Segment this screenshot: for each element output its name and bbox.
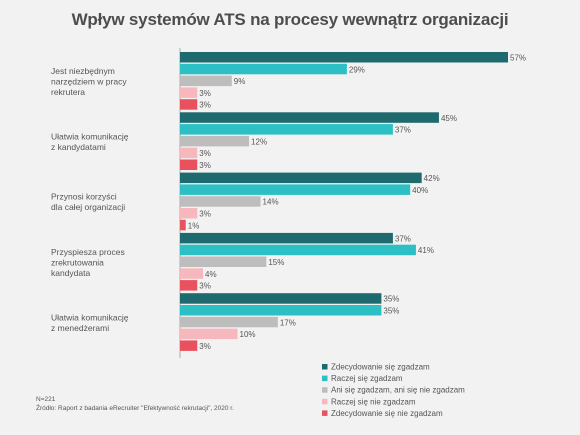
bar bbox=[180, 340, 198, 351]
bar bbox=[180, 280, 198, 291]
bar bbox=[180, 219, 186, 231]
bar-value-label: 3% bbox=[199, 149, 211, 158]
bar bbox=[180, 316, 278, 328]
bar-value-label: 4% bbox=[205, 270, 217, 279]
bar bbox=[180, 268, 204, 279]
bar bbox=[180, 328, 238, 340]
bar-value-label: 37% bbox=[395, 126, 411, 135]
bar-value-label: 14% bbox=[263, 198, 279, 207]
bar-value-label: 35% bbox=[383, 307, 399, 316]
bar bbox=[180, 99, 198, 110]
bar-value-label: 3% bbox=[199, 161, 211, 170]
bar-value-label: 35% bbox=[383, 295, 399, 304]
bar bbox=[180, 135, 250, 147]
bar-value-label: 3% bbox=[199, 342, 211, 351]
category-label: Jest niezbędnym narzędziem w pracy rekrute… bbox=[51, 66, 127, 97]
category-label: Przyspiesza proces zrekrutowania kandydata bbox=[51, 247, 125, 278]
source-note: Źródło: Raport z badania eRecruiter "Efe… bbox=[36, 405, 234, 412]
bar-value-label: 42% bbox=[424, 174, 440, 183]
bar bbox=[180, 293, 382, 304]
bar-value-label: 3% bbox=[199, 210, 211, 219]
bar-value-label: 41% bbox=[418, 246, 434, 255]
bar-value-label: 10% bbox=[240, 330, 256, 339]
sample-size-note: N=221 bbox=[36, 396, 56, 403]
bar bbox=[180, 172, 422, 184]
legend-label: Zdecydowanie się nie zgadzam bbox=[331, 409, 443, 418]
legend-swatch bbox=[322, 398, 328, 405]
bar-value-label: 1% bbox=[188, 221, 200, 230]
bar bbox=[180, 232, 393, 244]
legend-swatch bbox=[322, 410, 328, 416]
legend-swatch bbox=[322, 387, 328, 393]
legend-label: Raczej się nie zgadzam bbox=[331, 397, 416, 406]
legend-swatch bbox=[322, 364, 328, 370]
legend-label: Raczej się zgadzam bbox=[331, 374, 403, 383]
bar bbox=[180, 256, 267, 267]
bar-value-label: 37% bbox=[395, 234, 411, 243]
bar bbox=[180, 208, 198, 219]
bar bbox=[180, 87, 198, 98]
category-label: Ułatwia komunikację z kandydatami bbox=[51, 131, 129, 152]
legend-label: Ani się zgadzam, ani się nie zgadzam bbox=[331, 386, 465, 395]
bar-value-label: 3% bbox=[199, 89, 211, 98]
legend-label: Zdecydowanie się zgadzam bbox=[331, 363, 430, 372]
bar-value-label: 3% bbox=[199, 282, 211, 291]
bar-value-label: 12% bbox=[251, 137, 267, 146]
bar bbox=[180, 124, 393, 135]
bar bbox=[180, 52, 508, 63]
bar bbox=[180, 63, 347, 75]
bar bbox=[180, 305, 382, 316]
chart-title: Wpływ systemów ATS na procesy wewnątrz o… bbox=[71, 10, 509, 29]
bar-value-label: 9% bbox=[234, 77, 246, 86]
category-label: Przynosi korzyści dla całej organizacji bbox=[51, 192, 125, 213]
bar-value-label: 29% bbox=[349, 65, 365, 74]
bar-value-label: 40% bbox=[412, 186, 428, 195]
bar bbox=[180, 196, 261, 207]
bar bbox=[180, 75, 232, 87]
bar bbox=[180, 184, 411, 195]
bar-value-label: 3% bbox=[199, 101, 211, 110]
legend-swatch bbox=[322, 375, 328, 382]
bar-value-label: 57% bbox=[510, 54, 526, 63]
bar bbox=[180, 244, 416, 256]
bar bbox=[180, 112, 439, 123]
bar-value-label: 15% bbox=[268, 258, 284, 267]
bar bbox=[180, 147, 198, 159]
bar-value-label: 45% bbox=[441, 114, 457, 123]
bar-value-label: 17% bbox=[280, 318, 296, 327]
category-label: Ułatwia komunikację z menedżerami bbox=[51, 312, 129, 333]
bar bbox=[180, 159, 198, 170]
